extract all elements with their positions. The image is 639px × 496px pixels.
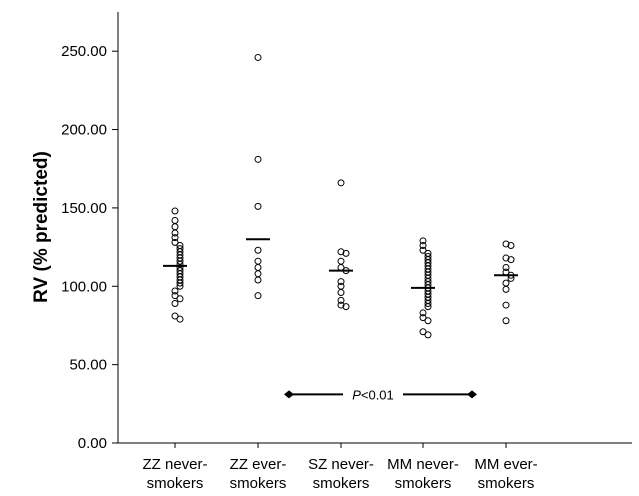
data-point [254,202,262,210]
data-point [337,289,345,297]
data-point [507,242,515,250]
data-point [424,303,432,311]
data-point [171,300,179,308]
x-category-label: MM never- [387,456,459,473]
data-point [342,249,350,257]
data-point [502,240,510,248]
data-point [342,303,350,311]
axes [117,12,632,444]
data-point [419,237,427,245]
significance-annotation: P<0.01 [284,387,477,402]
y-tick-label: 200.00 [61,122,107,139]
data-point [171,207,179,215]
data-point [502,279,510,287]
data-point [424,317,432,325]
annotation-p-value: <0.01 [361,387,394,402]
data-point [254,270,262,278]
data-point [419,328,427,336]
x-category-label: smokers [395,475,452,492]
x-category-label: ZZ ever- [230,456,287,473]
y-tick-label: 50.00 [69,357,107,374]
median-markers [163,238,518,289]
y-ticks: 0.00 50.00 100.00 150.00 200.00 250.00 [61,43,118,452]
y-axis-label: RV (% predicted) [31,151,52,303]
data-point [171,312,179,320]
data-point [171,238,179,246]
data-point [254,257,262,265]
data-point [171,234,179,242]
annotation-label: P<0.01 [352,387,394,402]
y-tick-label: 0.00 [78,435,107,452]
data-point [419,242,427,250]
data-point [254,53,262,61]
data-point [337,278,345,286]
data-point [502,263,510,271]
x-category-label: smokers [313,475,370,492]
data-point [171,223,179,231]
data-point [171,292,179,300]
data-point [419,314,427,322]
data-point [424,300,432,308]
y-tick-label: 250.00 [61,43,107,60]
data-point [507,256,515,264]
data-point [254,276,262,284]
x-category-label: smokers [478,475,535,492]
data-point [337,296,345,304]
data-point [419,309,427,317]
data-point [176,315,184,323]
data-point [337,301,345,309]
data-point [171,287,179,295]
data-point [337,179,345,187]
x-category-label: ZZ never- [142,456,207,473]
data-point [419,246,427,254]
data-point [254,155,262,163]
data-point [502,317,510,325]
data-point [171,229,179,237]
data-point [337,257,345,265]
data-point [424,331,432,339]
data-point [171,216,179,224]
data-point [254,292,262,300]
data-point [502,301,510,309]
category-labels: ZZ never-smokers ZZ ever-smokers SZ never-… [142,443,538,492]
x-category-label: smokers [230,475,287,492]
x-category-label: smokers [147,475,204,492]
x-category-label: SZ never- [308,456,374,473]
data-point [502,285,510,293]
data-point [176,279,184,287]
data-point [176,295,184,303]
y-tick-label: 100.00 [61,278,107,295]
data-point [254,263,262,271]
y-tick-label: 150.00 [61,200,107,217]
data-point [337,248,345,256]
data-point [176,282,184,290]
annotation-diamond-right [467,390,477,399]
annotation-diamond-left [284,390,294,399]
data-point [254,246,262,254]
data-points [171,53,515,339]
data-point [502,254,510,262]
annotation-p-symbol: P [352,387,361,402]
x-category-label: MM ever- [474,456,537,473]
